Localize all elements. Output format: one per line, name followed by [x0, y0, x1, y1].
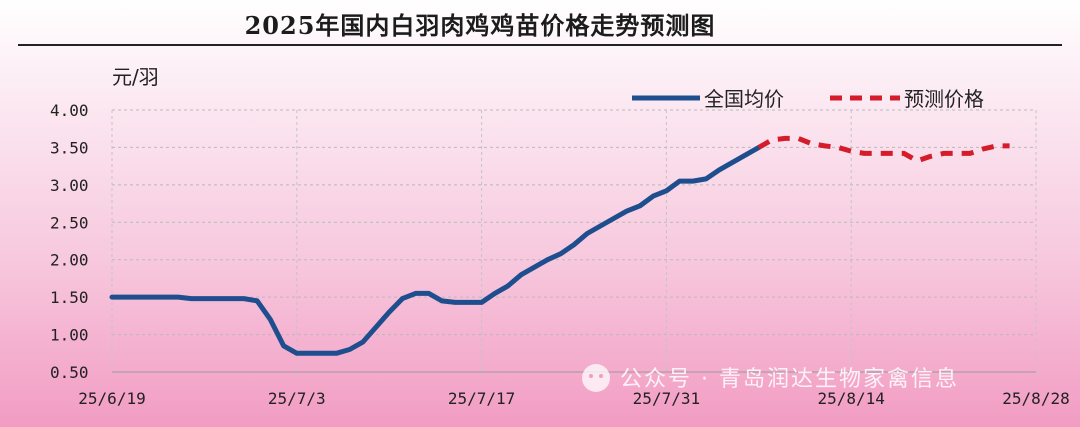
series-line-actual — [109, 144, 762, 356]
x-tick-label: 25/7/3 — [268, 389, 326, 408]
y-tick-label: 1.00 — [50, 326, 89, 345]
y-tick-label: 4.00 — [50, 101, 89, 120]
x-tick-label: 25/7/17 — [448, 389, 515, 408]
y-tick-label: 1.50 — [50, 288, 89, 307]
y-axis: 0.50 1.00 1.50 2.00 2.50 3.00 3.50 4.00 — [50, 101, 89, 382]
y-tick-label: 2.00 — [50, 251, 89, 270]
y-axis-unit-label: 元/羽 — [112, 65, 159, 89]
y-tick-label: 0.50 — [50, 363, 89, 382]
y-tick-label: 3.00 — [50, 176, 89, 195]
legend-label-forecast: 预测价格 — [904, 87, 984, 111]
series-layer — [109, 135, 1010, 356]
wechat-icon-eye-right — [599, 374, 603, 378]
y-tick-label: 2.50 — [50, 213, 89, 232]
watermark-text: 公众号 · 青岛润达生物家禽信息 — [620, 367, 959, 392]
x-tick-label: 25/8/14 — [817, 389, 884, 408]
x-axis: 25/6/19 25/7/3 25/7/17 25/7/31 25/8/14 25/8/2… — [78, 371, 1070, 408]
chart-title: 2025年国内白羽肉鸡鸡苗价格走势预测图 — [244, 11, 716, 40]
x-tick-label: 25/6/19 — [78, 389, 145, 408]
grid-lines — [111, 109, 1037, 373]
wechat-icon-eye-left — [589, 374, 593, 378]
x-tick-label: 25/8/28 — [1002, 389, 1069, 408]
wechat-icon — [582, 364, 610, 392]
y-tick-label: 3.50 — [50, 138, 89, 157]
legend: 全国均价 预测价格 — [632, 87, 984, 111]
x-tick-label: 25/7/31 — [633, 389, 700, 408]
title-underline — [18, 44, 1062, 46]
watermark: 公众号 · 青岛润达生物家禽信息 — [582, 364, 959, 392]
series-line-forecast — [757, 135, 1010, 164]
legend-label-actual: 全国均价 — [704, 87, 784, 111]
